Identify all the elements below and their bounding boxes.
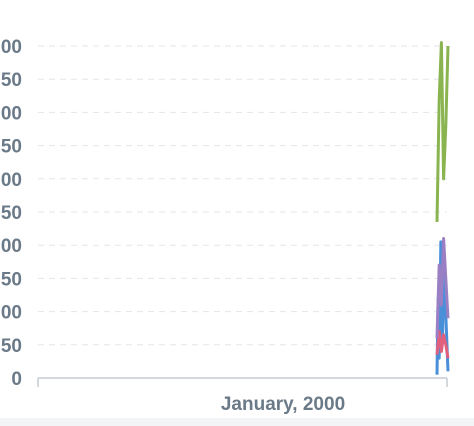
y-tick-label: 00 bbox=[1, 103, 22, 124]
y-tick-label: 00 bbox=[1, 170, 22, 191]
y-tick-label: 50 bbox=[1, 203, 22, 224]
series-line-4 bbox=[435, 41, 450, 222]
y-tick-label: 50 bbox=[1, 336, 22, 357]
series-line-3 bbox=[435, 237, 450, 339]
y-tick-label: 00 bbox=[1, 37, 22, 58]
y-tick-label: 00 bbox=[1, 236, 22, 257]
y-tick-label: 50 bbox=[1, 137, 22, 158]
label-layer: 0 50 00 50 00 50 00 50 00 50 00 January, 2000 bbox=[1, 37, 345, 415]
grid-layer bbox=[38, 45, 447, 346]
y-tick-label: 0 bbox=[11, 369, 22, 390]
y-tick-label: 50 bbox=[1, 70, 22, 91]
x-tick-label: January, 2000 bbox=[221, 394, 345, 415]
series-line-2 bbox=[435, 330, 450, 359]
series-layer bbox=[435, 41, 450, 375]
y-tick-label: 00 bbox=[1, 303, 22, 324]
y-tick-label: 50 bbox=[1, 269, 22, 290]
bottom-band bbox=[0, 418, 474, 426]
axis-layer bbox=[37, 377, 448, 387]
